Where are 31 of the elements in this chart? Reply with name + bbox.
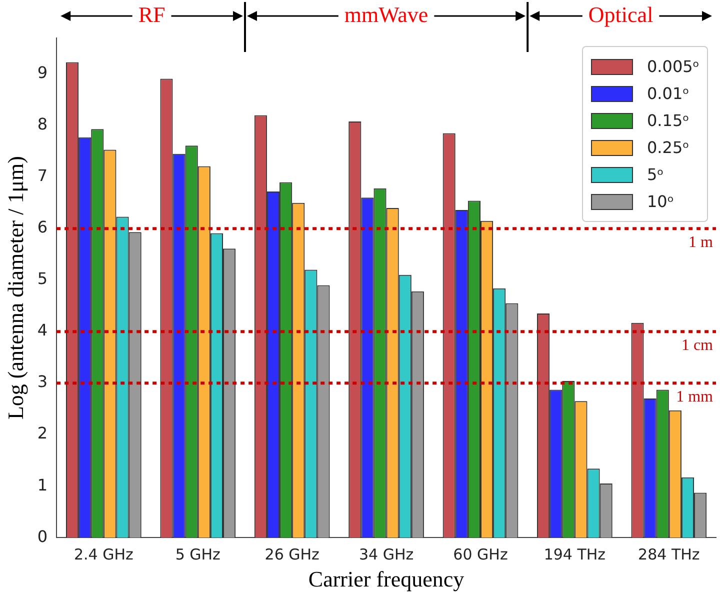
legend-label: 10ᵒ — [647, 192, 674, 211]
x-tick-label: 2.4 GHz — [74, 545, 134, 564]
text: mmWave — [344, 2, 428, 27]
x-tick-label: 26 GHz — [264, 545, 320, 564]
ref-line-label: 1 cm — [681, 336, 714, 354]
legend-label: 5ᵒ — [647, 165, 664, 184]
x-tick-label: 34 GHz — [358, 545, 414, 564]
x-tick-label: 284 THz — [638, 545, 700, 564]
y-tick-label: 6 — [37, 218, 48, 237]
y-axis-title: Log (antenna diameter / 1μm) — [2, 156, 28, 420]
y-tick-label: 5 — [37, 269, 48, 288]
text: Optical — [588, 2, 654, 27]
legend-label: 0.25ᵒ — [647, 138, 690, 157]
y-tick-label: 0 — [37, 526, 48, 546]
x-axis-title: Carrier frequency — [308, 566, 464, 592]
y-tick-label: 1 — [37, 475, 48, 494]
y-tick-label: 4 — [37, 320, 48, 340]
ref-line-label: 1 m — [688, 234, 714, 251]
x-tick-label: 5 GHz — [175, 545, 221, 564]
x-tick-label: 194 THz — [544, 545, 606, 564]
y-tick-label: 7 — [37, 166, 48, 186]
ref-line-label: 1 mm — [676, 388, 714, 406]
legend-label: 0.15ᵒ — [647, 111, 690, 130]
legend-label: 0.005ᵒ — [647, 57, 700, 76]
y-tick-label: 8 — [37, 114, 48, 134]
y-tick-label: 2 — [37, 424, 48, 443]
legend-label: 0.01ᵒ — [647, 84, 690, 103]
text: RF — [138, 2, 166, 27]
x-tick-label: 60 GHz — [453, 545, 508, 564]
y-tick-label: 9 — [37, 63, 48, 82]
y-tick-label: 3 — [37, 372, 48, 392]
